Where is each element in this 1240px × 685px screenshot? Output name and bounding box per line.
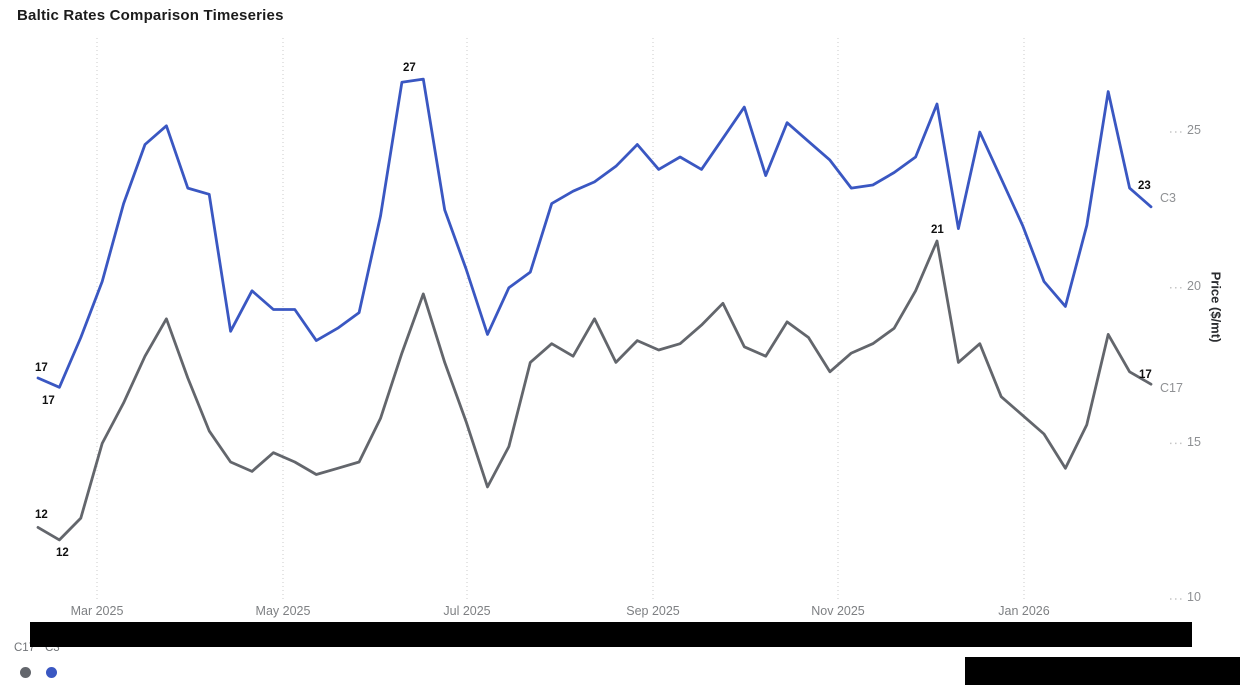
c17-series-label: C17 <box>1160 381 1183 395</box>
redaction-bar-bottom <box>30 622 1192 647</box>
c17-line <box>36 239 1153 542</box>
redaction-bar-corner <box>965 657 1240 685</box>
x-tick-mar-2025: Mar 2025 <box>70 604 124 618</box>
c17-peak-value-label: 21 <box>931 224 944 236</box>
y-axis-title: Price ($/mt) <box>1208 271 1224 343</box>
c17-last-value-label: 17 <box>1139 369 1152 381</box>
chart-title: Baltic Rates Comparison Timeseries <box>17 7 284 24</box>
x-tick-jul-2025: Jul 2025 <box>443 604 491 618</box>
c3-peak-value-label: 27 <box>403 62 416 74</box>
c3-first-value-label: 17 <box>35 362 48 374</box>
x-tick-may-2025: May 2025 <box>255 604 311 618</box>
x-tick-jan-2026: Jan 2026 <box>998 604 1050 618</box>
x-tick-sep-2025: Sep 2025 <box>626 604 680 618</box>
c17-min-value-label: 12 <box>56 547 69 559</box>
legend-item-c17[interactable]: C17 <box>14 642 36 654</box>
c3-series-label: C3 <box>1160 191 1176 205</box>
x-tick-nov-2025: Nov 2025 <box>811 604 865 618</box>
y-tick-25: 25 <box>1187 123 1201 137</box>
y-tick-10: 10 <box>1187 590 1201 604</box>
c3-last-value-label: 23 <box>1138 180 1151 192</box>
c3-min-value-label: 17 <box>42 395 55 407</box>
y-tick-20: 20 <box>1187 279 1201 293</box>
c17-first-value-label: 12 <box>35 509 48 521</box>
y-tick-15: 15 <box>1187 435 1201 449</box>
legend-dot-c3[interactable] <box>46 667 57 678</box>
c3-line <box>36 77 1153 389</box>
legend-dot-c17[interactable] <box>20 667 31 678</box>
